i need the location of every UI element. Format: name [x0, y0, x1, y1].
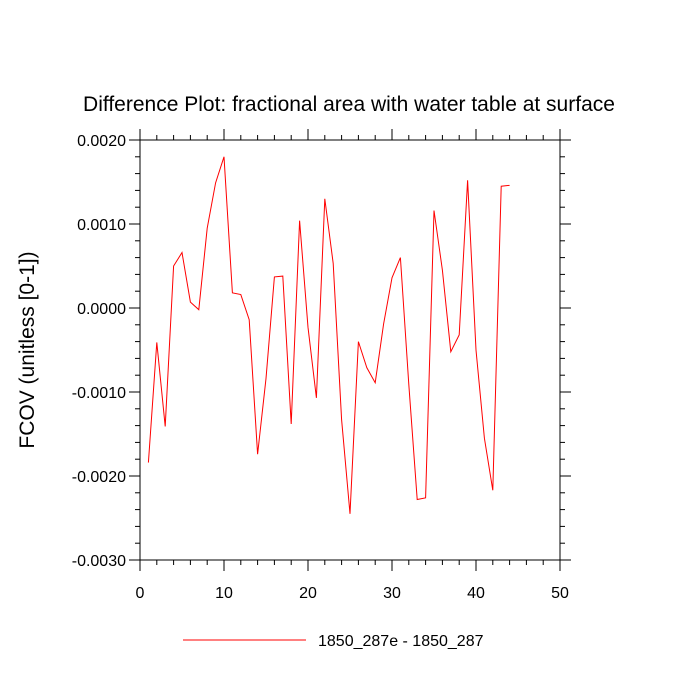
x-tick-label: 40: [467, 585, 485, 602]
y-tick-label: -0.0010: [72, 385, 126, 402]
axis-ticks: [129, 129, 571, 571]
plot-frame: [139, 139, 561, 561]
y-tick-label: 0.0000: [77, 301, 126, 318]
y-axis-label: FCOV (unitless [0-1]): [16, 251, 39, 448]
axis-tick-labels: 0 10 20 30 40 50 -0.0030 -0.0020 -0.0010 0.0000 0.…: [72, 133, 569, 602]
chart-title: Difference Plot: fractional area with wa…: [83, 93, 615, 116]
legend-label: 1850_287e - 1850_287: [318, 633, 484, 650]
legend: 1850_287e - 1850_287: [183, 633, 484, 650]
series-line: [147, 156, 510, 514]
series-group: [147, 156, 510, 514]
y-tick-label: -0.0020: [72, 469, 126, 486]
y-tick-label: 0.0020: [77, 133, 126, 150]
x-tick-label: 0: [136, 585, 145, 602]
x-tick-label: 10: [215, 585, 233, 602]
x-tick-label: 20: [299, 585, 317, 602]
y-tick-label: -0.0030: [72, 553, 126, 570]
x-tick-label: 50: [551, 585, 569, 602]
x-tick-label: 30: [383, 585, 401, 602]
y-tick-label: 0.0010: [77, 217, 126, 234]
